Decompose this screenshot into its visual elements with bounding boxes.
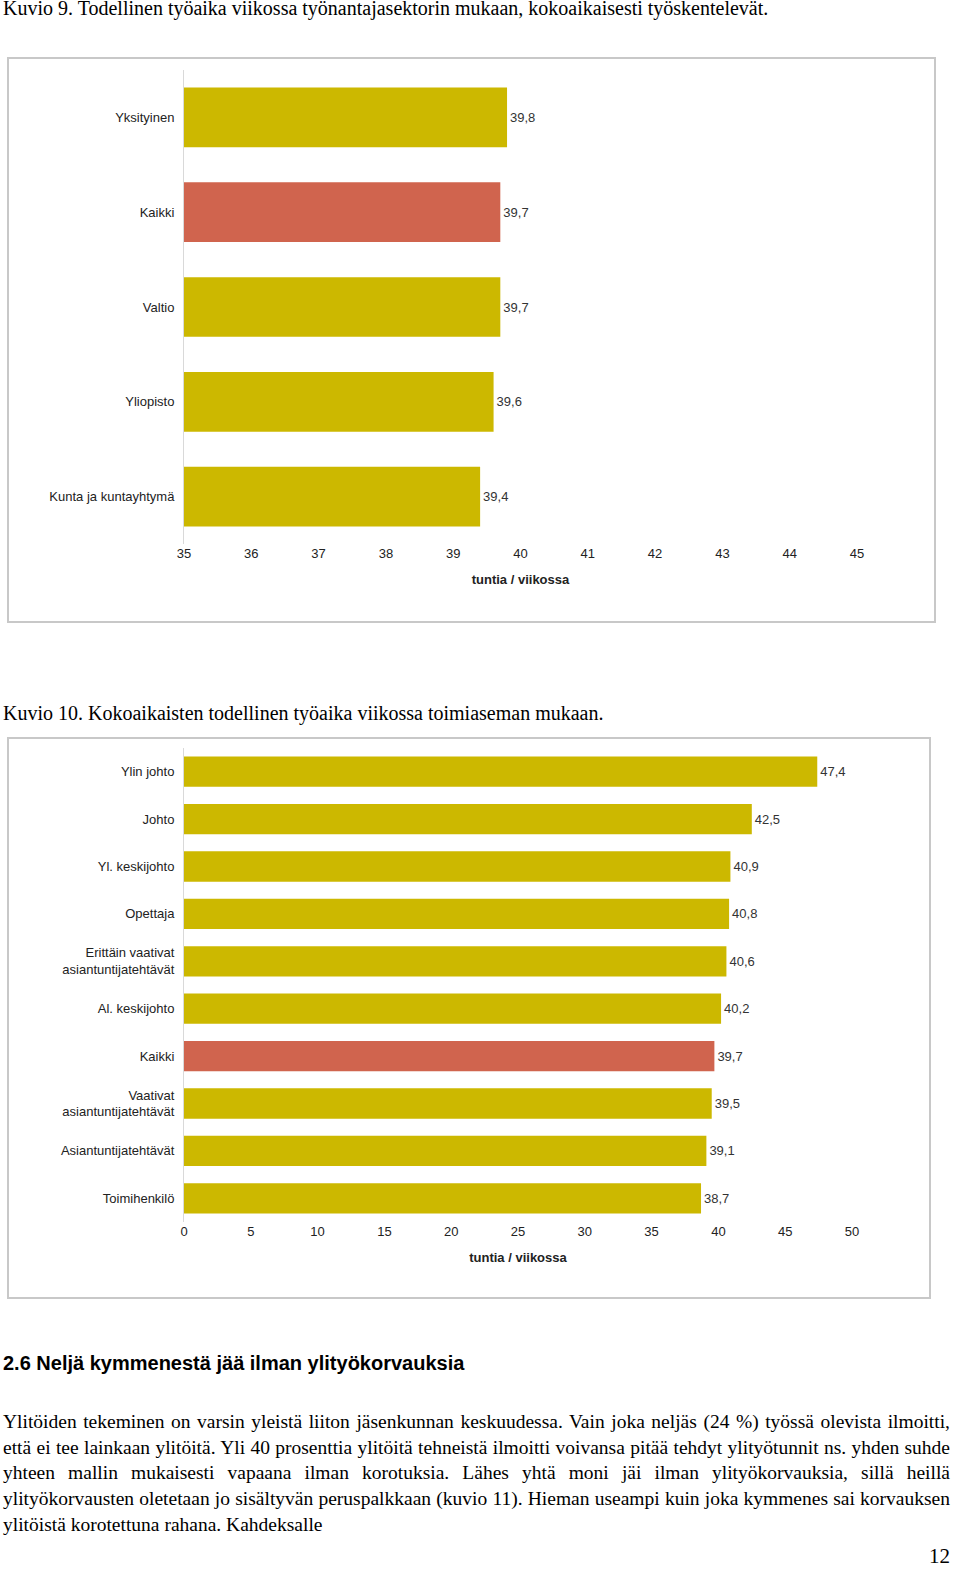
svg-text:40,8: 40,8 — [732, 906, 757, 921]
svg-text:30: 30 — [578, 1224, 592, 1239]
svg-text:35: 35 — [177, 546, 191, 561]
svg-text:40,6: 40,6 — [729, 954, 754, 969]
svg-text:Johto: Johto — [143, 812, 175, 827]
svg-text:Erittäin vaativatasiantuntijat: Erittäin vaativatasiantuntijatehtävät — [62, 945, 174, 977]
svg-text:43: 43 — [715, 546, 729, 561]
svg-text:50: 50 — [845, 1224, 859, 1239]
svg-text:25: 25 — [511, 1224, 525, 1239]
svg-text:39,4: 39,4 — [483, 489, 508, 504]
svg-text:Kaikki: Kaikki — [140, 1049, 175, 1064]
svg-text:10: 10 — [310, 1224, 324, 1239]
svg-text:37: 37 — [311, 546, 325, 561]
svg-text:Kaikki: Kaikki — [140, 205, 175, 220]
svg-text:42,5: 42,5 — [755, 812, 780, 827]
html-text:12: 12 — [929, 1544, 950, 1568]
svg-text:tuntia / viikossa: tuntia / viikossa — [469, 1250, 567, 1265]
svg-text:Ylin johto: Ylin johto — [121, 764, 174, 779]
svg-text:39,7: 39,7 — [717, 1049, 742, 1064]
svg-text:47,4: 47,4 — [820, 764, 845, 779]
svg-text:0: 0 — [180, 1224, 187, 1239]
svg-text:35: 35 — [644, 1224, 658, 1239]
svg-text:45: 45 — [778, 1224, 792, 1239]
svg-text:39,7: 39,7 — [503, 300, 528, 315]
html-text:Ylitöiden tekeminen on varsin: Ylitöiden tekeminen on varsin yleistä li… — [3, 1411, 950, 1535]
html-text:2.6 Neljä kymmenestä jää ilman: 2.6 Neljä kymmenestä jää ilman ylityökor… — [3, 1352, 465, 1374]
svg-text:39: 39 — [446, 546, 460, 561]
svg-text:40: 40 — [513, 546, 527, 561]
svg-text:Al. keskijohto: Al. keskijohto — [98, 1001, 175, 1016]
svg-text:38,7: 38,7 — [704, 1191, 729, 1206]
svg-text:15: 15 — [377, 1224, 391, 1239]
svg-text:38: 38 — [379, 546, 393, 561]
svg-text:20: 20 — [444, 1224, 458, 1239]
svg-text:Toimihenkilö: Toimihenkilö — [103, 1191, 175, 1206]
svg-text:5: 5 — [247, 1224, 254, 1239]
svg-text:Vaativatasiantuntijatehtävät: Vaativatasiantuntijatehtävät — [62, 1088, 174, 1120]
svg-text:tuntia / viikossa: tuntia / viikossa — [472, 572, 570, 587]
svg-text:40,2: 40,2 — [724, 1001, 749, 1016]
svg-text:42: 42 — [648, 546, 662, 561]
svg-text:Yl. keskijohto: Yl. keskijohto — [98, 859, 175, 874]
svg-text:Yliopisto: Yliopisto — [125, 394, 174, 409]
svg-text:40,9: 40,9 — [733, 859, 758, 874]
svg-text:39,1: 39,1 — [709, 1143, 734, 1158]
html-text:Kuvio 10. Kokoaikaisten todell: Kuvio 10. Kokoaikaisten todellinen työai… — [3, 702, 604, 724]
svg-text:Asiantuntijatehtävät: Asiantuntijatehtävät — [61, 1143, 175, 1158]
svg-text:36: 36 — [244, 546, 258, 561]
svg-text:39,6: 39,6 — [497, 394, 522, 409]
svg-text:Yksityinen: Yksityinen — [115, 110, 174, 125]
svg-text:39,8: 39,8 — [510, 110, 535, 125]
svg-text:39,7: 39,7 — [503, 205, 528, 220]
svg-text:41: 41 — [581, 546, 595, 561]
svg-text:39,5: 39,5 — [715, 1096, 740, 1111]
svg-text:Opettaja: Opettaja — [125, 906, 175, 921]
svg-text:45: 45 — [850, 546, 864, 561]
svg-text:44: 44 — [782, 546, 796, 561]
svg-text:Valtio: Valtio — [143, 300, 175, 315]
svg-text:Kunta ja kuntayhtymä: Kunta ja kuntayhtymä — [49, 489, 175, 504]
svg-text:40: 40 — [711, 1224, 725, 1239]
